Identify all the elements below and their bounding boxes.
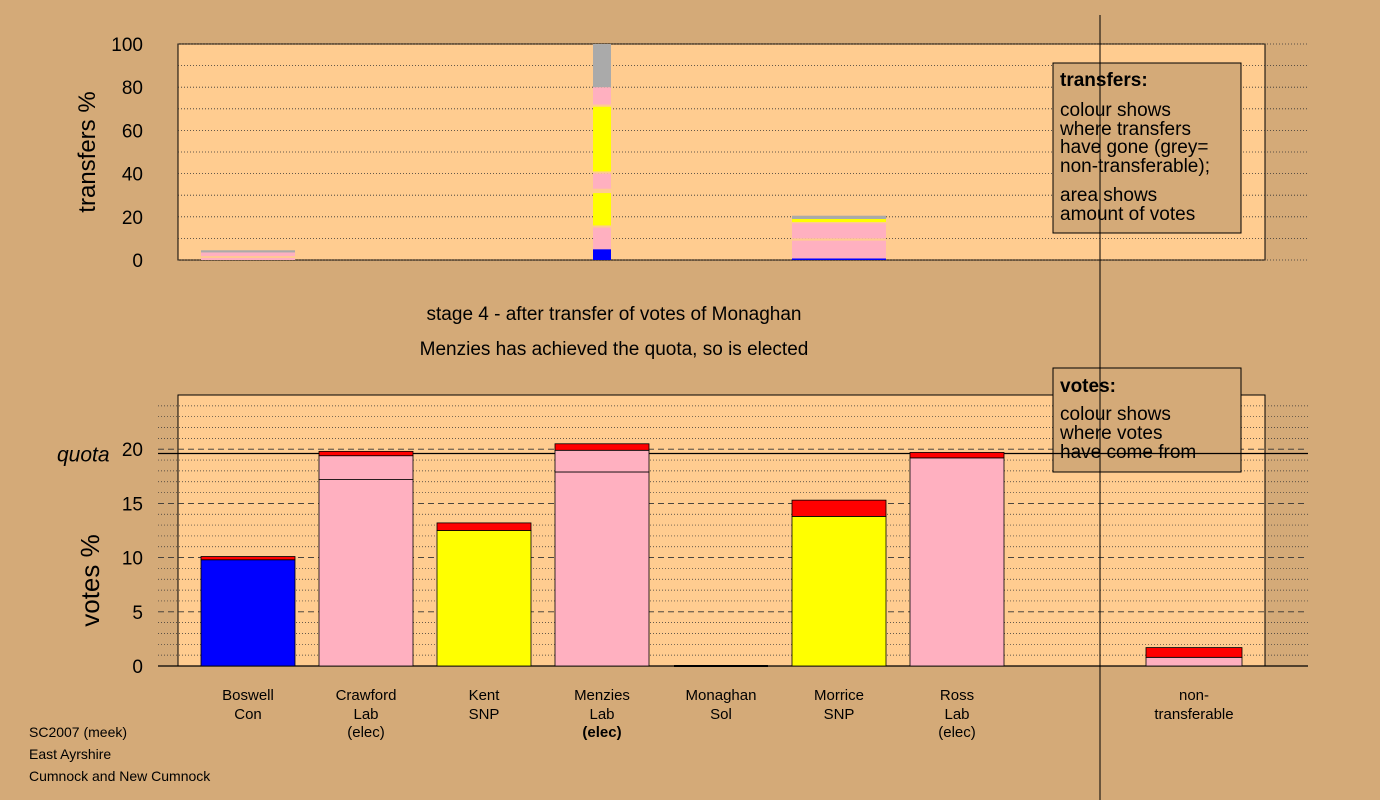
transfer-bar-segment	[593, 87, 611, 105]
votes-legend-line: colour shows	[1060, 404, 1171, 425]
transfer-bar-segment	[792, 221, 886, 224]
transfer-bar-segment	[201, 252, 295, 257]
transfers-legend-line: colour shows	[1060, 100, 1171, 121]
transfer-bar-segment	[201, 257, 295, 260]
footer-line-2: East Ayrshire	[29, 746, 112, 762]
vote-bar-segment	[1145, 656, 1243, 667]
footer-line-1: SC2007 (meek)	[29, 724, 128, 740]
votes-y-tick-label: 0	[132, 657, 143, 678]
vote-bar-segment	[909, 452, 1005, 459]
vote-bar-segment	[554, 443, 650, 451]
transfers-legend-line: amount of votes	[1060, 204, 1195, 225]
candidate-name-label: Boswell	[222, 687, 274, 704]
candidate-note-label: (elec)	[582, 724, 621, 741]
candidate-name-label: Morrice	[814, 687, 864, 704]
vote-bar-segment	[318, 479, 414, 667]
transfers-legend-title: transfers:	[1060, 70, 1148, 91]
transfer-bar-segment	[593, 44, 611, 88]
candidate-party-label: Lab	[944, 706, 969, 723]
candidate-party-label: Lab	[589, 706, 614, 723]
transfer-bar-segment	[593, 173, 611, 189]
vote-bar-segment	[436, 530, 532, 667]
candidate-name-label: Menzies	[574, 687, 630, 704]
votes-legend-box	[1052, 367, 1242, 473]
vote-bar-segment	[554, 471, 650, 667]
vote-bar-segment	[791, 499, 887, 517]
transfer-bar-segment	[593, 227, 611, 250]
transfer-bar-segment	[593, 249, 611, 260]
candidate-name-label: Monaghan	[686, 687, 757, 704]
transfers-y-tick-label: 0	[132, 251, 143, 272]
votes-legend-title: votes:	[1060, 376, 1116, 397]
transfers-y-tick-label: 40	[122, 165, 143, 186]
vote-bar-segment	[554, 449, 650, 473]
vote-bar-segment	[909, 457, 1005, 667]
candidate-party-label: transferable	[1154, 706, 1233, 723]
votes-panel: quota 0 5 10 15 20 votes % Boswell Con Crawford La…	[57, 394, 1308, 741]
candidate-note-label: (elec)	[347, 724, 385, 741]
transfer-bar-segment	[593, 188, 611, 194]
vote-bar-segment	[200, 559, 296, 667]
footer-line-3: Cumnock and New Cumnock	[29, 768, 211, 784]
candidate-name-label: non-	[1179, 687, 1209, 704]
transfers-y-tick-label: 80	[122, 78, 143, 99]
transfers-y-axis-label: transfers %	[74, 91, 101, 212]
vote-bar-segment	[200, 556, 296, 561]
candidate-party-label: Lab	[353, 706, 378, 723]
transfer-bar-segment	[593, 106, 611, 172]
transfer-bar-segment	[792, 238, 886, 241]
candidate-name-label: Ross	[940, 687, 974, 704]
candidate-party-label: SNP	[824, 706, 855, 723]
votes-y-tick-label: 5	[132, 603, 143, 624]
candidate-note-label: (elec)	[938, 724, 976, 741]
transfers-legend-line: area shows	[1060, 185, 1157, 206]
votes-y-tick-label: 10	[122, 549, 143, 570]
candidate-party-label: SNP	[469, 706, 500, 723]
transfer-bar-segment	[593, 104, 611, 107]
transfers-y-tick-label: 60	[122, 121, 143, 142]
quota-label: quota	[57, 444, 110, 467]
transfer-bar-segment	[593, 193, 611, 226]
candidate-name-label: Kent	[469, 687, 501, 704]
transfer-bar-segment	[201, 256, 295, 258]
stage-caption: stage 4 - after transfer of votes of Mon…	[427, 304, 802, 325]
transfer-bar-segment	[593, 171, 611, 174]
votes-legend-line: have come from	[1060, 442, 1196, 463]
transfer-bar-segment	[593, 225, 611, 228]
vote-bar-segment	[436, 522, 532, 531]
vote-bar-segment	[318, 450, 414, 457]
candidate-party-label: Sol	[710, 706, 732, 723]
transfer-bar-segment	[201, 250, 295, 253]
candidate-party-label: Con	[234, 706, 262, 723]
transfers-y-tick-label: 20	[122, 208, 143, 229]
votes-y-tick-label: 20	[122, 440, 143, 461]
outcome-caption: Menzies has achieved the quota, so is el…	[420, 339, 809, 360]
transfer-bar-segment	[792, 240, 886, 259]
transfers-legend-line: have gone (grey=	[1060, 137, 1208, 158]
votes-y-tick-label: 15	[122, 494, 143, 515]
transfers-legend-line: where transfers	[1059, 119, 1191, 140]
vote-bar-segment	[791, 516, 887, 667]
transfers-legend-line: non-transferable);	[1060, 156, 1210, 177]
votes-legend-line: where votes	[1059, 423, 1162, 444]
transfers-legend: transfers: colour shows where transfers …	[1052, 62, 1242, 234]
vote-bar-segment	[318, 455, 414, 480]
transfer-bar-segment	[792, 215, 886, 219]
transfer-bar-segment	[792, 258, 886, 260]
transfer-bar-segment	[792, 218, 886, 222]
candidate-name-label: Crawford	[336, 687, 397, 704]
transfer-bar-segment	[792, 223, 886, 239]
transfers-y-tick-label: 100	[111, 35, 143, 56]
vote-bar-segment	[1145, 647, 1243, 658]
votes-y-axis-label: votes %	[75, 534, 105, 627]
